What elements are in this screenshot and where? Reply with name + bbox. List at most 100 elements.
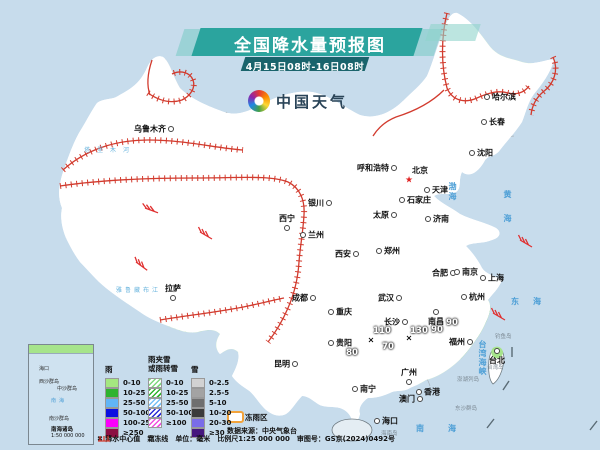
river-label-雅鲁藏布江: 雅鲁藏布江 — [116, 287, 162, 294]
city-label-南昌: 南昌 — [428, 317, 444, 326]
city-dot — [326, 200, 332, 206]
city-dot — [352, 386, 358, 392]
legend-swatch — [105, 378, 119, 388]
city-label-南宁: 南宁 — [360, 384, 376, 394]
map-title: 全国降水量预报图 — [234, 36, 386, 56]
inset-label-中沙群岛: 中沙群岛 — [57, 386, 78, 392]
approval-number: 审图号：GS京(2024)0492号 — [296, 435, 395, 443]
city-dot — [328, 309, 334, 315]
legend-item: 10-20 — [191, 408, 231, 418]
frost-line-icon — [98, 436, 110, 442]
legend-snow-header: 雪 — [191, 365, 199, 374]
city-dot — [374, 418, 380, 424]
inset-label-南海: 南海 — [51, 398, 68, 404]
city-label-呼和浩特: 呼和浩特 — [357, 163, 389, 173]
city-dot — [424, 187, 430, 193]
city-dot — [170, 295, 176, 301]
legend-item: 0-10 — [148, 378, 184, 388]
city-label-合肥: 合肥 — [432, 268, 448, 278]
city-label-重庆: 重庆 — [336, 307, 352, 317]
city-label-郑州: 郑州 — [384, 246, 400, 256]
city-label-澳门: 澳门 — [399, 394, 415, 404]
legend-item: 50-100 — [148, 408, 193, 418]
legend-swatch — [191, 408, 205, 418]
legend-range-label: 50-100 — [123, 408, 151, 417]
legend-item: 2.5-5 — [191, 388, 229, 398]
precip-center-marker: × — [367, 335, 375, 345]
freezing-rain-label: 冻雨区 — [245, 413, 268, 422]
precip-center-value: 80 — [346, 348, 358, 358]
city-label-银川: 银川 — [308, 198, 324, 208]
city-dot — [300, 232, 306, 238]
city-label-昆明: 昆明 — [274, 359, 290, 369]
city-dot — [406, 379, 412, 385]
legend-swatch — [191, 418, 205, 428]
legend-swatch — [148, 378, 162, 388]
sea-boundary-dashes — [486, 347, 598, 431]
logo-text: 中国天气 — [276, 92, 349, 111]
legend-range-label: 50-100 — [166, 408, 194, 417]
city-label-哈尔滨: 哈尔滨 — [492, 92, 516, 102]
city-dot — [328, 340, 334, 346]
legend-range-label: 0-2.5 — [209, 378, 230, 387]
city-dot — [484, 94, 490, 100]
legend-range-label: ≥250 — [123, 428, 144, 437]
city-label-西宁: 西宁 — [279, 214, 295, 223]
legend-range-label: 10-20 — [209, 408, 232, 417]
island-label-东沙群岛: 东沙群岛 — [455, 406, 478, 412]
city-label-南京: 南京 — [462, 267, 478, 277]
city-label-石家庄: 石家庄 — [407, 195, 431, 205]
legend-range-label: ≥100 — [166, 418, 187, 427]
city-dot — [467, 339, 473, 345]
legend-swatch — [105, 408, 119, 418]
city-dot — [494, 348, 500, 354]
wind-barbs — [134, 202, 533, 321]
legend-rain-header: 雨 — [105, 365, 113, 374]
city-dot — [391, 212, 397, 218]
south-china-sea-inset: 海口 西沙群岛 中沙群岛 南海 南沙群岛 南海诸岛 1:50 000 000 — [28, 344, 94, 445]
unit-note: 单位：毫米 — [175, 435, 211, 443]
legend-swatch — [148, 388, 162, 398]
legend-range-label: 2.5-5 — [209, 388, 230, 397]
hainan-island — [331, 418, 373, 442]
city-dot — [376, 248, 382, 254]
city-label-成都: 成都 — [292, 293, 308, 303]
inset-label-海口: 海口 — [39, 366, 50, 372]
inset-label-南沙群岛: 南沙群岛 — [49, 416, 70, 422]
city-label-乌鲁木齐: 乌鲁木齐 — [134, 124, 166, 134]
legend-swatch — [148, 398, 162, 408]
legend-item: 10-25 — [148, 388, 188, 398]
city-label-沈阳: 沈阳 — [477, 148, 493, 158]
city-label-兰州: 兰州 — [308, 230, 324, 240]
city-label-济南: 济南 — [433, 214, 449, 224]
sea-label-台湾海峡: 台湾海峡 — [478, 340, 487, 376]
city-dot — [454, 269, 460, 275]
legend-footer: ✖ 降水中心值 霜冻线 单位：毫米 比例尺1:25 000 000 审图号：GS… — [97, 434, 395, 444]
legend-swatch — [105, 418, 119, 428]
legend-range-label: 0-10 — [123, 378, 141, 387]
city-label-海口: 海口 — [382, 416, 398, 426]
island-label-海南岛: 海南岛 — [381, 431, 398, 437]
city-label-天津: 天津 — [432, 185, 448, 195]
legend-item: ≥250 — [105, 428, 143, 438]
legend-swatch — [191, 398, 205, 408]
city-label-台北: 台北 — [489, 356, 505, 365]
city-label-长春: 长春 — [489, 117, 505, 127]
legend-item: 50-100 — [105, 408, 150, 418]
city-label-北京: 北京 — [412, 166, 428, 175]
legend-swatch — [191, 428, 205, 438]
legend-item: ≥100 — [148, 418, 186, 428]
river-label-塔里木河: 塔里木河 — [84, 147, 137, 154]
city-label-武汉: 武汉 — [378, 293, 394, 303]
legend-item: 25-50 — [148, 398, 188, 408]
legend-range-label: 10-25 — [123, 388, 146, 397]
legend-range-label: 20-30 — [209, 418, 232, 427]
city-dot — [292, 361, 298, 367]
frost-lines — [59, 12, 559, 344]
city-label-太原: 太原 — [373, 210, 389, 220]
legend-item: 100-250 — [105, 418, 155, 428]
legend-swatch — [105, 428, 119, 438]
legend-range-label: 5-10 — [209, 398, 227, 407]
